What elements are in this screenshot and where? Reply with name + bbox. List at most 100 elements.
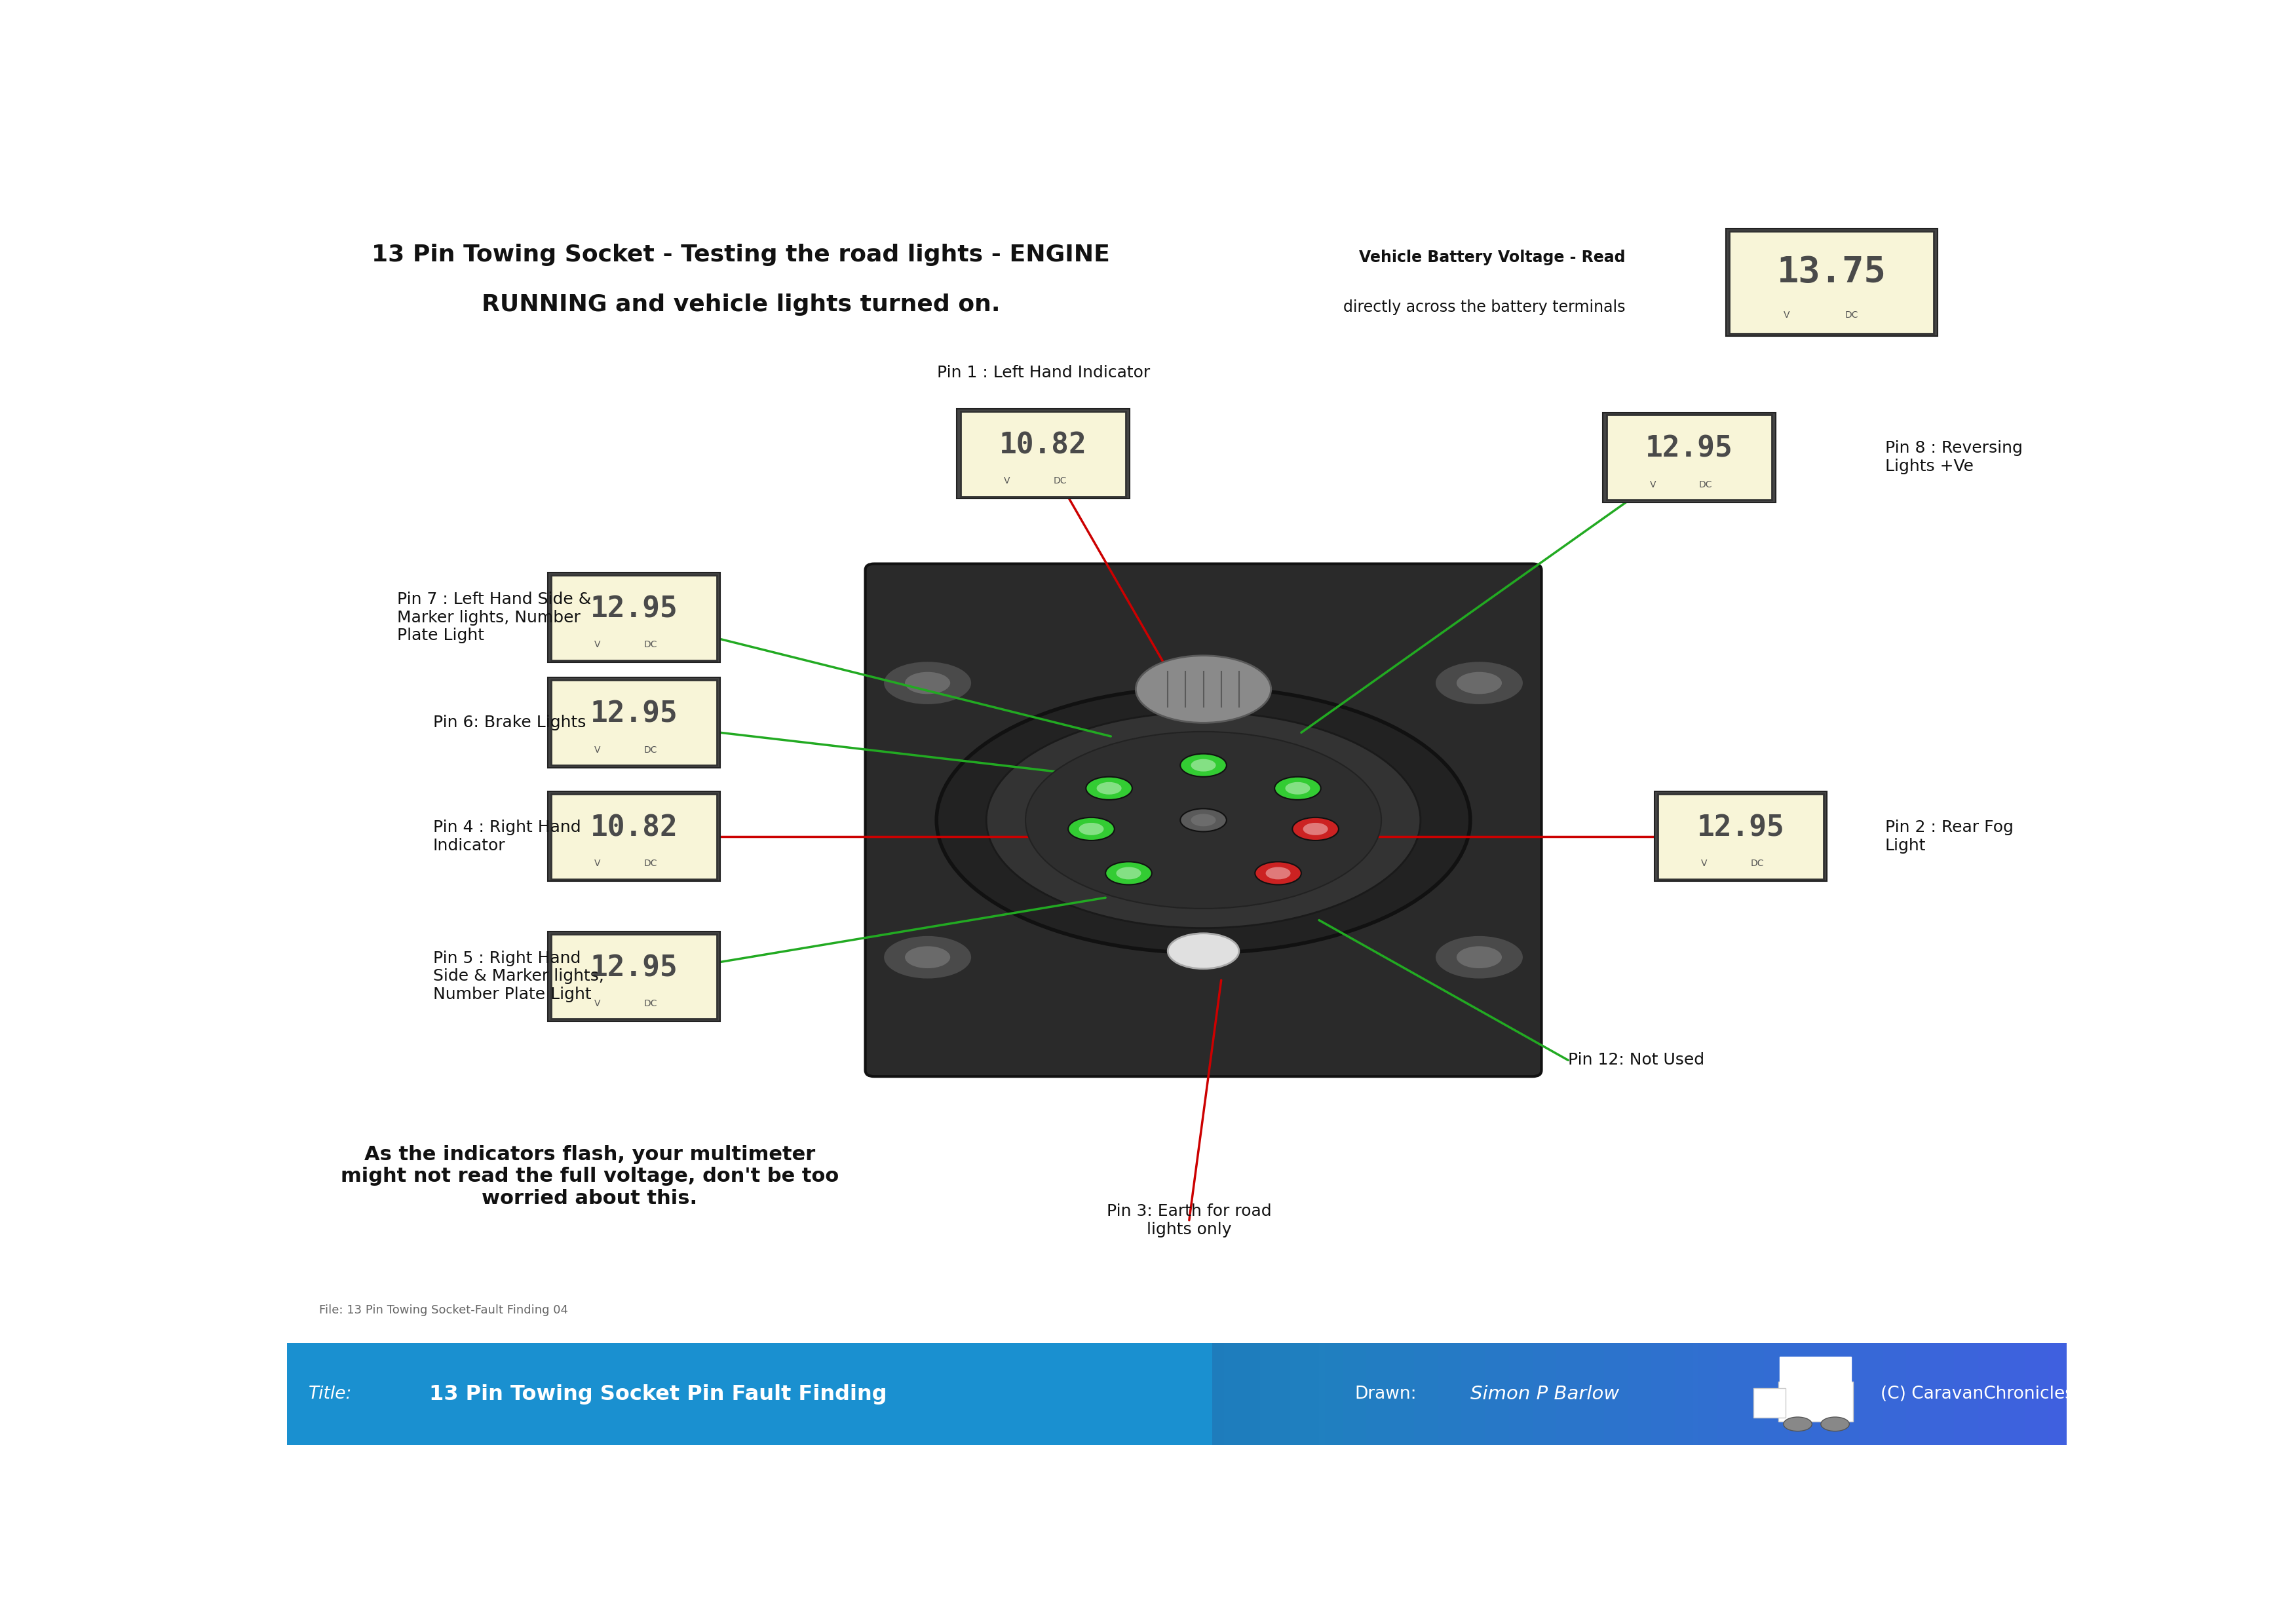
FancyBboxPatch shape xyxy=(1141,1343,1148,1445)
FancyBboxPatch shape xyxy=(886,1343,893,1445)
FancyBboxPatch shape xyxy=(411,1343,420,1445)
FancyBboxPatch shape xyxy=(778,1343,788,1445)
FancyBboxPatch shape xyxy=(1894,1343,1901,1445)
FancyBboxPatch shape xyxy=(565,1343,574,1445)
FancyBboxPatch shape xyxy=(1130,1343,1137,1445)
Text: DC: DC xyxy=(643,640,657,650)
FancyBboxPatch shape xyxy=(494,1343,503,1445)
FancyBboxPatch shape xyxy=(388,1343,395,1445)
FancyBboxPatch shape xyxy=(879,1343,889,1445)
Text: 10.82: 10.82 xyxy=(999,430,1086,460)
FancyBboxPatch shape xyxy=(549,573,721,663)
FancyBboxPatch shape xyxy=(1104,1343,1114,1445)
FancyBboxPatch shape xyxy=(1616,1343,1623,1445)
FancyBboxPatch shape xyxy=(1290,1343,1297,1445)
FancyBboxPatch shape xyxy=(792,1343,799,1445)
FancyBboxPatch shape xyxy=(827,1343,833,1445)
FancyBboxPatch shape xyxy=(1729,231,1933,333)
FancyBboxPatch shape xyxy=(1800,1343,1807,1445)
FancyBboxPatch shape xyxy=(287,1343,1212,1445)
Text: Pin 2 : Rear Fog
Light: Pin 2 : Rear Fog Light xyxy=(1885,820,2014,853)
FancyBboxPatch shape xyxy=(1936,1343,1945,1445)
FancyBboxPatch shape xyxy=(1984,1343,1991,1445)
Ellipse shape xyxy=(1137,656,1272,723)
FancyBboxPatch shape xyxy=(2048,1343,2057,1445)
FancyBboxPatch shape xyxy=(321,1343,331,1445)
Text: V: V xyxy=(1701,859,1708,869)
FancyBboxPatch shape xyxy=(613,1343,620,1445)
Ellipse shape xyxy=(1086,776,1132,799)
Text: 13 Pin Towing Socket - Testing the road lights - ENGINE: 13 Pin Towing Socket - Testing the road … xyxy=(372,244,1109,266)
FancyBboxPatch shape xyxy=(1295,1343,1304,1445)
FancyBboxPatch shape xyxy=(1148,1343,1155,1445)
Text: V: V xyxy=(595,999,602,1009)
Text: Pin 7 : Left Hand Side &
Marker lights, Number
Plate Light: Pin 7 : Left Hand Side & Marker lights, … xyxy=(397,591,592,643)
Ellipse shape xyxy=(1192,814,1217,827)
FancyBboxPatch shape xyxy=(1479,1343,1488,1445)
Ellipse shape xyxy=(1180,754,1226,776)
FancyBboxPatch shape xyxy=(726,1343,735,1445)
FancyBboxPatch shape xyxy=(1609,1343,1616,1445)
FancyBboxPatch shape xyxy=(1006,1343,1013,1445)
FancyBboxPatch shape xyxy=(1474,1343,1481,1445)
Text: Drawn:: Drawn: xyxy=(1355,1385,1417,1403)
Text: DC: DC xyxy=(1699,481,1713,489)
FancyBboxPatch shape xyxy=(1306,1343,1316,1445)
FancyBboxPatch shape xyxy=(1568,1343,1575,1445)
FancyBboxPatch shape xyxy=(523,1343,533,1445)
FancyBboxPatch shape xyxy=(1775,1343,1784,1445)
FancyBboxPatch shape xyxy=(1793,1343,1802,1445)
FancyBboxPatch shape xyxy=(347,1343,354,1445)
Text: 12.95: 12.95 xyxy=(590,594,677,624)
FancyBboxPatch shape xyxy=(1669,1343,1676,1445)
Ellipse shape xyxy=(1435,661,1525,705)
Ellipse shape xyxy=(884,661,971,705)
FancyBboxPatch shape xyxy=(549,932,721,1021)
FancyBboxPatch shape xyxy=(1527,1343,1534,1445)
FancyBboxPatch shape xyxy=(482,1343,491,1445)
FancyBboxPatch shape xyxy=(1995,1343,2002,1445)
FancyBboxPatch shape xyxy=(976,1343,983,1445)
FancyBboxPatch shape xyxy=(602,1343,608,1445)
Ellipse shape xyxy=(937,687,1469,953)
Ellipse shape xyxy=(1456,671,1502,695)
FancyBboxPatch shape xyxy=(1561,1343,1570,1445)
Ellipse shape xyxy=(1192,758,1217,771)
Text: DC: DC xyxy=(643,745,657,755)
Ellipse shape xyxy=(1068,817,1114,841)
Text: DC: DC xyxy=(643,999,657,1009)
FancyBboxPatch shape xyxy=(684,1343,691,1445)
FancyBboxPatch shape xyxy=(960,411,1125,497)
FancyBboxPatch shape xyxy=(459,1343,466,1445)
Text: Title:: Title: xyxy=(308,1385,351,1403)
FancyBboxPatch shape xyxy=(1077,1343,1084,1445)
FancyBboxPatch shape xyxy=(1729,1343,1736,1445)
FancyBboxPatch shape xyxy=(1235,1343,1244,1445)
Text: V: V xyxy=(595,640,602,650)
Text: V: V xyxy=(595,745,602,755)
FancyBboxPatch shape xyxy=(1901,1343,1908,1445)
FancyBboxPatch shape xyxy=(1373,1343,1380,1445)
FancyBboxPatch shape xyxy=(358,1343,365,1445)
FancyBboxPatch shape xyxy=(549,1343,556,1445)
FancyBboxPatch shape xyxy=(464,1343,473,1445)
FancyBboxPatch shape xyxy=(1277,1343,1286,1445)
Polygon shape xyxy=(1779,1356,1851,1384)
Ellipse shape xyxy=(1180,809,1226,831)
FancyBboxPatch shape xyxy=(946,1343,953,1445)
FancyBboxPatch shape xyxy=(1396,1343,1403,1445)
FancyBboxPatch shape xyxy=(1860,1343,1867,1445)
FancyBboxPatch shape xyxy=(549,677,721,768)
FancyBboxPatch shape xyxy=(1603,1343,1612,1445)
FancyBboxPatch shape xyxy=(335,1343,342,1445)
FancyBboxPatch shape xyxy=(1759,1343,1766,1445)
FancyBboxPatch shape xyxy=(1752,1343,1759,1445)
Ellipse shape xyxy=(1456,945,1502,970)
FancyBboxPatch shape xyxy=(1835,1343,1844,1445)
FancyBboxPatch shape xyxy=(1550,1343,1559,1445)
FancyBboxPatch shape xyxy=(305,1343,312,1445)
Ellipse shape xyxy=(1784,1418,1812,1431)
FancyBboxPatch shape xyxy=(696,1343,705,1445)
FancyBboxPatch shape xyxy=(928,1343,934,1445)
Text: Vehicle Battery Voltage - Read: Vehicle Battery Voltage - Read xyxy=(1359,250,1626,265)
